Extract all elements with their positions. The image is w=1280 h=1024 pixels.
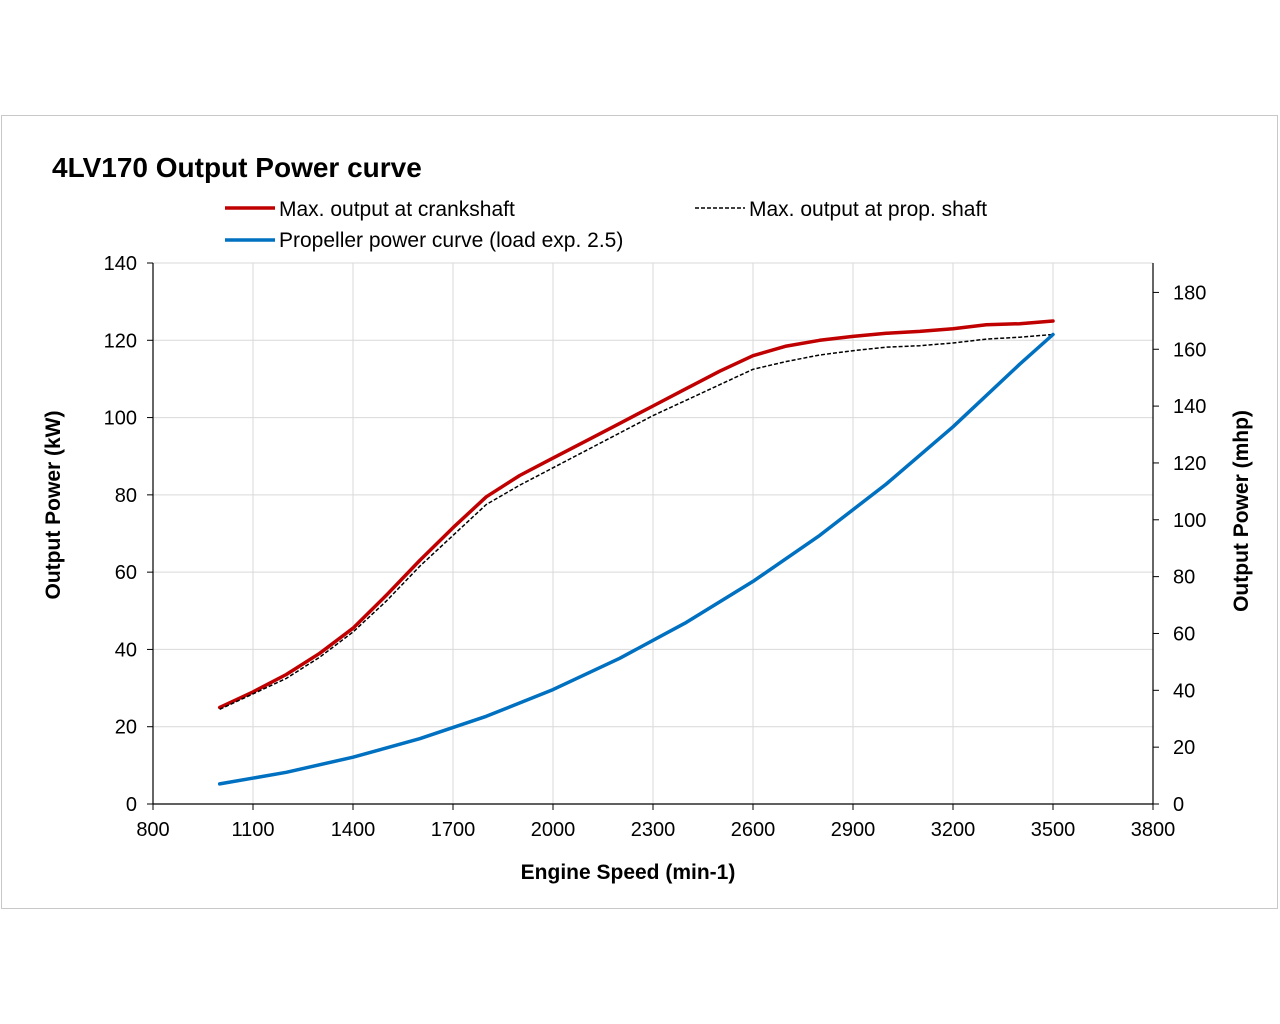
y2-axis-label: Output Power (mhp) bbox=[1230, 410, 1253, 612]
y2-tick-label: 40 bbox=[1173, 680, 1195, 702]
y-tick-label: 40 bbox=[115, 639, 137, 661]
x-tick-label: 800 bbox=[136, 819, 169, 841]
x-tick-label: 3500 bbox=[1031, 819, 1076, 841]
legend-label-propshaft: Max. output at prop. shaft bbox=[749, 198, 987, 221]
chart-title: 4LV170 Output Power curve bbox=[52, 152, 422, 183]
x-tick-label: 2000 bbox=[531, 819, 576, 841]
series-line-propeller bbox=[217, 332, 1055, 786]
y-tick-label: 0 bbox=[126, 794, 137, 816]
y2-tick-label: 160 bbox=[1173, 339, 1206, 361]
y2-tick-label: 140 bbox=[1173, 396, 1206, 418]
y2-tick-label: 120 bbox=[1173, 453, 1206, 475]
y2-tick-label: 80 bbox=[1173, 567, 1195, 589]
y-tick-label: 140 bbox=[104, 253, 137, 275]
y-axis-label: Output Power (kW) bbox=[42, 411, 65, 600]
y2-tick-label: 20 bbox=[1173, 737, 1195, 759]
y-tick-label: 120 bbox=[104, 330, 137, 352]
x-tick-label: 1700 bbox=[431, 819, 476, 841]
y2-tick-label: 0 bbox=[1173, 794, 1184, 816]
series-line-propshaft bbox=[219, 333, 1054, 710]
x-tick-label: 2300 bbox=[631, 819, 676, 841]
y2-tick-label: 180 bbox=[1173, 282, 1206, 304]
axes bbox=[147, 262, 1159, 810]
y-tick-label: 100 bbox=[104, 408, 137, 430]
x-tick-label: 3200 bbox=[931, 819, 976, 841]
legend-label-crankshaft: Max. output at crankshaft bbox=[279, 198, 515, 221]
y-tick-label: 20 bbox=[115, 717, 137, 739]
chart-frame: 4LV170 Output Power curve Max. output at… bbox=[1, 115, 1278, 909]
x-tick-label: 2600 bbox=[731, 819, 776, 841]
x-tick-label: 1100 bbox=[231, 819, 274, 841]
legend-label-propeller: Propeller power curve (load exp. 2.5) bbox=[279, 229, 623, 252]
series-line-crankshaft bbox=[217, 319, 1055, 710]
y-tick-label: 80 bbox=[115, 485, 137, 507]
x-tick-label: 3800 bbox=[1131, 819, 1176, 841]
tick-labels: 800 1100 1400 1700 2000 2300 2600 2900 3200 3500 3… bbox=[104, 253, 1207, 841]
legend: Max. output at crankshaft Max. output at… bbox=[225, 198, 987, 252]
y2-tick-label: 60 bbox=[1173, 623, 1195, 645]
x-tick-label: 1400 bbox=[331, 819, 376, 841]
x-tick-label: 2900 bbox=[831, 819, 876, 841]
y2-tick-label: 100 bbox=[1173, 510, 1206, 532]
y-tick-label: 60 bbox=[115, 562, 137, 584]
gridlines bbox=[153, 262, 1153, 804]
series-layer bbox=[217, 319, 1055, 786]
x-axis-label: Engine Speed (min-1) bbox=[521, 861, 736, 884]
power-curve-chart: 4LV170 Output Power curve Max. output at… bbox=[42, 152, 1253, 884]
